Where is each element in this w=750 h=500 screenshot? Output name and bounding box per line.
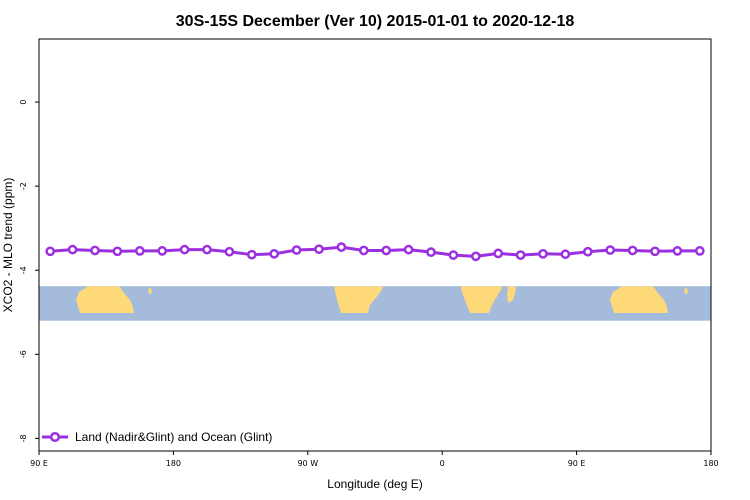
australia-land-repeat [610,286,668,313]
y-tick-label: 0 [19,100,28,105]
island-land [148,288,152,294]
australia-land [76,286,134,313]
island-land-repeat [684,288,688,294]
chart-title: 30S-15S December (Ver 10) 2015-01-01 to … [176,13,575,30]
data-point [202,244,212,255]
data-point [314,244,324,255]
data-point [426,247,436,257]
x-tick-label: 90 E [30,459,48,468]
data-point [67,244,78,255]
data-point [45,246,56,257]
series-layer [45,242,705,262]
x-axis: 90 E 180 90 W 0 90 E 180 [30,451,719,468]
legend-label: Land (Nadir&Glint) and Ocean (Glint) [75,430,272,444]
y-axis-label: XCO2 - MLO trend (ppm) [1,178,15,313]
map-strip [39,286,711,321]
y-tick-label: -6 [19,350,28,358]
madagascar-land [507,286,516,303]
data-point [269,248,280,259]
legend-marker [49,431,61,443]
x-tick-label: 180 [703,459,718,468]
data-point [672,246,683,256]
data-point [381,245,392,256]
plot-border [38,38,712,452]
data-point [179,244,190,255]
x-tick-label: 180 [166,459,181,468]
series-line [50,245,700,258]
plot-frame [38,38,712,452]
legend: Land (Nadir&Glint) and Ocean (Glint) [42,430,272,444]
x-tick-label: 90 E [568,459,586,468]
south-america-land [334,286,383,313]
data-point [291,245,302,255]
data-point [538,248,548,259]
data-point [134,246,145,256]
data-point [650,246,660,257]
data-point [627,245,638,256]
data-point [157,246,168,256]
data-point [246,249,257,260]
data-point [358,245,369,256]
x-axis-label: Longitude (deg E) [327,477,422,491]
y-axis: 0 -2 -4 -6 -8 [19,100,39,442]
data-point [694,246,705,256]
land-masses [76,286,688,313]
data-point [448,250,459,260]
data-point [515,250,526,260]
y-tick-label: -4 [19,266,28,274]
x-tick-label: 90 W [297,459,318,468]
data-point [605,245,616,255]
x-tick-label: 0 [440,459,445,468]
y-tick-label: -8 [19,434,28,442]
y-tick-label: -2 [19,182,28,190]
data-point [112,246,123,257]
data-point [493,248,504,259]
data-point [224,246,235,257]
africa-land [460,286,503,313]
data-point [582,246,593,257]
data-point [336,242,347,252]
data-point [470,251,481,262]
data-point [403,244,414,255]
data-point [90,245,100,256]
data-point [560,249,571,260]
